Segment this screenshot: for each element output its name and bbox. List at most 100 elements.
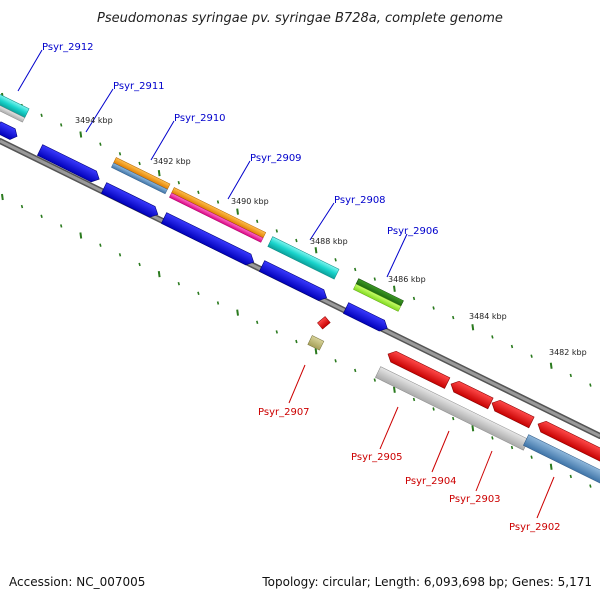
scale-tick-minor	[40, 113, 43, 118]
cds-arrow[interactable]	[535, 419, 600, 466]
cds-arrow[interactable]	[489, 398, 535, 429]
feature-bar-grey[interactable]	[0, 102, 25, 123]
gene-label-psyr-2908[interactable]: Psyr_2908	[334, 195, 386, 206]
scale-tick-minor	[412, 296, 416, 301]
scale-tick-minor	[452, 315, 455, 320]
accession-text: Accession: NC_007005	[9, 575, 145, 589]
scale-tick-major	[314, 348, 318, 355]
scale-tick-major	[79, 232, 83, 239]
gene-label-psyr-2902[interactable]: Psyr_2902	[509, 522, 561, 533]
feature-bar-lime[interactable]	[353, 283, 402, 312]
feature-bar-olive[interactable]	[307, 335, 325, 351]
scale-tick-minor	[491, 436, 494, 440]
scale-tick-minor	[138, 161, 141, 166]
scale-tick-major	[1, 193, 4, 201]
scale-tick-major	[471, 425, 475, 432]
scale-tick-minor	[216, 200, 220, 204]
scale-ticks-inner	[1, 193, 592, 488]
scale-tick-minor	[118, 253, 122, 257]
scale-tick-minor	[373, 277, 376, 281]
scale-tick-major	[549, 362, 553, 369]
gene-label-psyr-2903[interactable]: Psyr_2903	[449, 494, 501, 505]
scale-tick-minor	[275, 330, 278, 334]
gene-label-psyr-2911[interactable]: Psyr_2911	[113, 81, 165, 92]
scale-tick-minor	[256, 219, 259, 224]
scale-tick-minor	[216, 301, 220, 305]
scale-tick-minor	[569, 474, 572, 479]
cds-arrow[interactable]	[342, 302, 390, 334]
scale-tick-minor	[99, 243, 102, 247]
feature-bar-magenta[interactable]	[169, 192, 264, 243]
scale-tick-minor	[412, 397, 416, 402]
scale-tick-minor	[295, 238, 298, 243]
scale-label: 3490 kbp	[231, 197, 269, 206]
cds-arrow[interactable]	[258, 260, 329, 304]
scale-tick-minor	[452, 416, 455, 421]
scale-tick-minor	[60, 123, 63, 127]
cds-reverse-lane	[385, 349, 600, 466]
gene-label-psyr-2905[interactable]: Psyr_2905	[351, 452, 403, 463]
scale-label: 3486 kbp	[388, 275, 426, 284]
cds-arrow[interactable]	[160, 212, 256, 268]
scale-tick-minor	[256, 320, 259, 325]
scale-tick-major	[314, 247, 318, 254]
gene-label-psyr-2912[interactable]: Psyr_2912	[42, 42, 94, 53]
scale-tick-minor	[118, 152, 122, 156]
scale-tick-major	[393, 386, 396, 393]
cds-arrow[interactable]	[385, 349, 451, 389]
scale-label: 3488 kbp	[310, 237, 348, 246]
feature-bar-cyan[interactable]	[267, 236, 340, 280]
scale-tick-major	[157, 270, 161, 278]
scale-tick-major	[236, 208, 239, 215]
scale-tick-minor	[491, 335, 494, 339]
gene-labels-forward: Psyr_2912 Psyr_2911 Psyr_2910 Psyr_2909 …	[17, 42, 439, 278]
gene-label-psyr-2904[interactable]: Psyr_2904	[405, 476, 457, 487]
scale-tick-minor	[510, 344, 514, 349]
scale-tick-major	[236, 309, 239, 316]
scale-tick-minor	[295, 339, 298, 344]
cds-arrow[interactable]	[36, 144, 102, 185]
scale-tick-minor	[569, 373, 572, 378]
scale-tick-minor	[20, 204, 24, 209]
scale-tick-minor	[589, 484, 592, 488]
scale-ticks-outer	[1, 92, 592, 387]
gene-label-psyr-2910[interactable]: Psyr_2910	[174, 113, 226, 124]
scale-tick-minor	[354, 267, 357, 272]
scale-tick-major	[471, 324, 475, 331]
gene-label-psyr-2909[interactable]: Psyr_2909	[250, 153, 302, 164]
scale-tick-minor	[177, 180, 180, 185]
gene-label-psyr-2907[interactable]: Psyr_2907	[258, 407, 310, 418]
feature-forward-lane	[0, 93, 404, 312]
scale-tick-minor	[40, 214, 43, 219]
scale-tick-major	[79, 131, 83, 138]
scale-tick-major	[393, 285, 396, 292]
gene-label-psyr-2906[interactable]: Psyr_2906	[387, 226, 439, 237]
scale-tick-minor	[530, 455, 533, 459]
feature-bar-steel[interactable]	[523, 434, 600, 486]
scale-label: 3484 kbp	[469, 312, 507, 321]
scale-tick-minor	[99, 142, 102, 146]
scale-label: 3494 kbp	[75, 116, 113, 125]
feature-bar-steel[interactable]	[111, 162, 168, 195]
scale-tick-minor	[530, 354, 533, 358]
scale-label: 3492 kbp	[153, 157, 191, 166]
scale-tick-minor	[60, 224, 63, 228]
scale-tick-minor	[432, 306, 435, 310]
scale-label: 3482 kbp	[549, 348, 587, 357]
cds-arrow[interactable]	[100, 182, 160, 220]
scale-tick-minor	[138, 262, 141, 267]
feature-reverse-lane	[375, 366, 600, 486]
feature-small-2907	[307, 316, 331, 351]
scale-labels: 3494 kbp 3492 kbp 3490 kbp 3488 kbp 3486…	[75, 116, 587, 357]
scale-tick-minor	[589, 383, 592, 387]
scale-tick-minor	[373, 378, 376, 382]
scale-tick-major	[549, 463, 553, 470]
cds-arrow[interactable]	[448, 379, 494, 410]
scale-tick-minor	[197, 291, 200, 296]
scale-tick-minor	[334, 258, 337, 262]
scale-tick-major	[157, 169, 161, 177]
cds-arrow-small[interactable]	[317, 316, 331, 330]
scale-tick-minor	[334, 359, 337, 363]
cds-arrow[interactable]	[0, 121, 20, 142]
